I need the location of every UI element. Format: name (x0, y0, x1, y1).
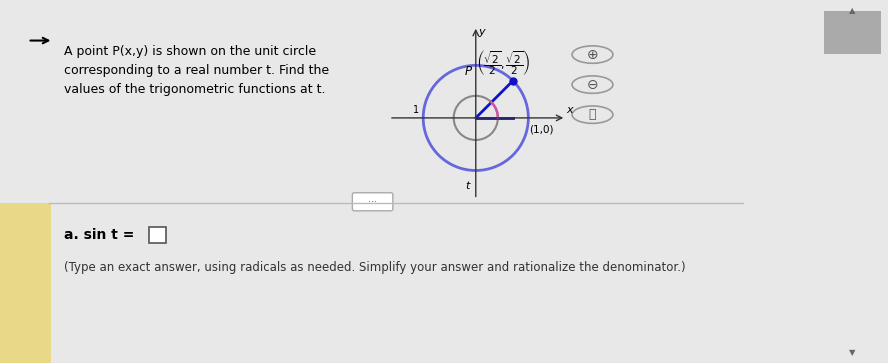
FancyBboxPatch shape (824, 11, 881, 54)
Text: ⧉: ⧉ (589, 108, 596, 121)
Bar (0, 203, 51, 363)
Text: ⊖: ⊖ (587, 78, 599, 91)
Text: a. sin t =: a. sin t = (65, 228, 135, 242)
Text: ▲: ▲ (849, 7, 856, 15)
Text: (Type an exact answer, using radicals as needed. Simplify your answer and ration: (Type an exact answer, using radicals as… (65, 261, 686, 274)
Text: ···: ··· (369, 197, 377, 207)
Text: A point P(x,y) is shown on the unit circle
corresponding to a real number t. Fin: A point P(x,y) is shown on the unit circ… (65, 45, 329, 95)
FancyBboxPatch shape (353, 193, 392, 211)
Text: ⊕: ⊕ (587, 48, 599, 62)
FancyBboxPatch shape (149, 227, 165, 243)
Text: ▼: ▼ (849, 348, 856, 356)
